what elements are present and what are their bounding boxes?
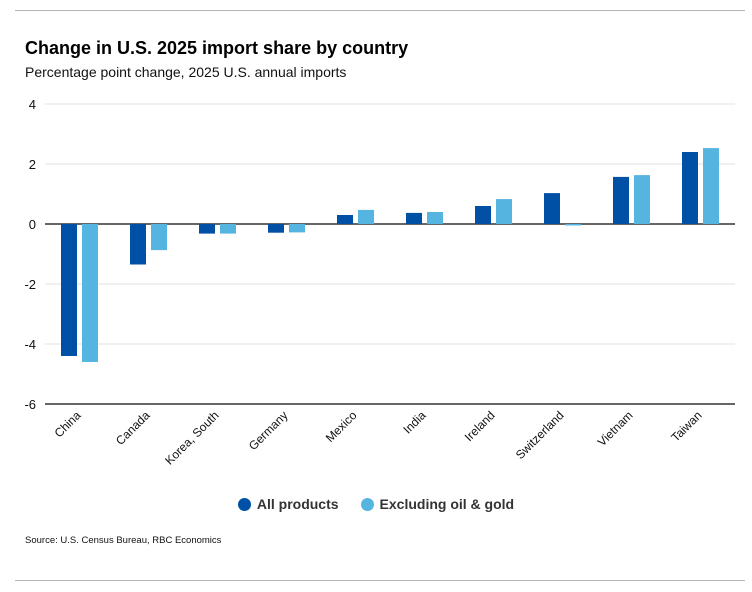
y-tick-label: -6 bbox=[24, 397, 36, 412]
bar-all-products-china bbox=[61, 224, 77, 356]
y-tick-label: 4 bbox=[29, 97, 36, 112]
x-tick-label: India bbox=[400, 408, 429, 437]
bar-all-products-india bbox=[406, 212, 422, 224]
legend: All products Excluding oil & gold bbox=[0, 496, 752, 512]
bar-excluding-oil-gold-canada bbox=[151, 224, 167, 251]
legend-swatch-all-products bbox=[237, 497, 251, 511]
bar-excluding-oil-gold-mexico bbox=[358, 209, 374, 224]
legend-label-excluding-oil-gold: Excluding oil & gold bbox=[379, 496, 515, 512]
x-tick-label: Vietnam bbox=[595, 408, 636, 449]
x-tick-label: Ireland bbox=[462, 408, 498, 444]
bottom-divider bbox=[15, 580, 745, 581]
x-tick-label: Korea, South bbox=[162, 408, 221, 467]
bar-all-products-taiwan bbox=[682, 152, 698, 224]
legend-item-all-products[interactable]: All products bbox=[237, 496, 339, 512]
bar-excluding-oil-gold-korea-south bbox=[220, 224, 236, 234]
x-tick-label: Switzerland bbox=[513, 408, 567, 462]
y-tick-label: -4 bbox=[24, 337, 36, 352]
bar-all-products-germany bbox=[268, 224, 284, 233]
source-note: Source: U.S. Census Bureau, RBC Economic… bbox=[25, 535, 222, 546]
legend-swatch-excluding-oil-gold bbox=[360, 497, 374, 511]
bar-excluding-oil-gold-taiwan bbox=[703, 148, 719, 224]
top-divider bbox=[15, 10, 745, 11]
bar-excluding-oil-gold-china bbox=[82, 224, 98, 362]
x-tick-label: Germany bbox=[246, 408, 291, 453]
bar-all-products-ireland bbox=[475, 206, 491, 224]
y-tick-label: 2 bbox=[29, 157, 36, 172]
bar-excluding-oil-gold-vietnam bbox=[634, 175, 650, 224]
x-tick-label: Taiwan bbox=[668, 408, 704, 444]
x-tick-label: Canada bbox=[113, 408, 153, 448]
bar-all-products-vietnam bbox=[613, 176, 629, 224]
chart-title: Change in U.S. 2025 import share by coun… bbox=[25, 38, 409, 58]
legend-item-excluding-oil-gold[interactable]: Excluding oil & gold bbox=[360, 496, 515, 512]
bar-excluding-oil-gold-ireland bbox=[496, 199, 512, 224]
bar-all-products-mexico bbox=[337, 215, 353, 224]
bar-all-products-canada bbox=[130, 224, 146, 265]
bar-all-products-switzerland bbox=[544, 193, 560, 224]
bar-excluding-oil-gold-switzerland bbox=[565, 224, 581, 226]
bar-all-products-korea-south bbox=[199, 224, 215, 234]
chart-subtitle: Percentage point change, 2025 U.S. annua… bbox=[25, 64, 347, 80]
y-tick-label: -2 bbox=[24, 277, 36, 292]
x-tick-label: Mexico bbox=[323, 408, 360, 445]
bar-excluding-oil-gold-germany bbox=[289, 224, 305, 233]
legend-label-all-products: All products bbox=[256, 496, 339, 512]
x-tick-label: China bbox=[52, 408, 84, 440]
bar-excluding-oil-gold-india bbox=[427, 212, 443, 224]
y-tick-label: 0 bbox=[29, 217, 36, 232]
